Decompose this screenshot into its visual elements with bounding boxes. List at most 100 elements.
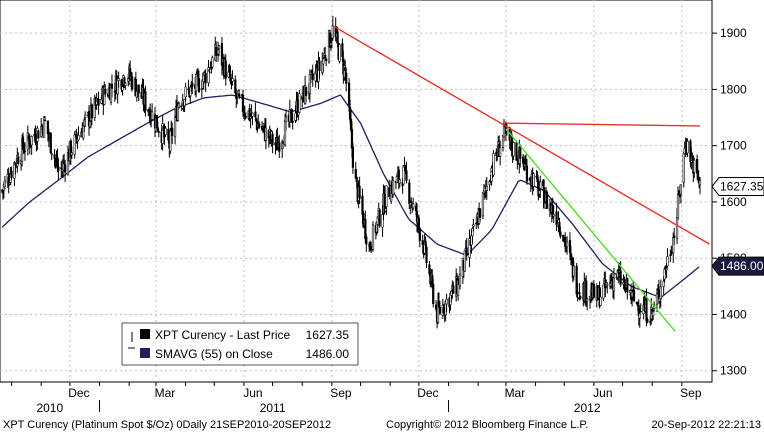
candle-body [525, 165, 529, 182]
candle-body [322, 58, 325, 65]
y-tick-label: 1700 [720, 139, 747, 153]
candle-body [358, 185, 361, 199]
candle-body [144, 91, 147, 111]
y-tick-label: 1300 [720, 364, 747, 378]
candle-body [124, 82, 127, 86]
candle-body [402, 165, 405, 185]
candle-body [278, 142, 281, 152]
legend: XPT Curency - Last Price 1627.35 SMAVG (… [121, 322, 359, 366]
legend-swatch-sma [140, 348, 150, 358]
candle-body [512, 141, 515, 157]
candle-body [42, 117, 46, 138]
candle-body [110, 83, 114, 89]
candle-body [452, 285, 455, 294]
candle-body [258, 123, 261, 128]
y-tick-label: 1400 [720, 307, 747, 321]
candle-body [224, 60, 227, 79]
candle-body [77, 135, 80, 141]
x-axis: Dec Mar Jun Sep Dec Mar Jun Sep 2010 2011 2012 [11, 382, 702, 415]
candle-body [626, 278, 629, 293]
candle-body [665, 268, 668, 271]
candle-body [410, 201, 413, 204]
candle-body [234, 79, 237, 94]
candle-body [679, 184, 682, 195]
x-month-label: Dec [68, 386, 89, 400]
candle-body [405, 170, 408, 181]
trendline [505, 128, 676, 332]
candle-body [612, 277, 616, 292]
value-tags: 1627.35 1486.00 [711, 177, 764, 276]
candle-body [43, 119, 47, 122]
candle-body [53, 154, 56, 159]
x-month-label: Mar [505, 386, 526, 400]
footer-left: XPT Curency (Platinum Spot $/Oz) 0Daily … [3, 419, 331, 431]
candle-body [137, 84, 140, 94]
candle-body [37, 130, 40, 139]
candle-body [425, 246, 428, 263]
candle-body [164, 127, 167, 136]
candle-body [646, 319, 649, 323]
candle-body [167, 129, 170, 141]
legend-price-value: 1627.35 [306, 328, 350, 342]
candle-body [195, 73, 198, 92]
candle-body [639, 311, 642, 313]
candle-body [682, 152, 685, 183]
legend-box [121, 322, 359, 366]
candle-body [251, 112, 254, 117]
candle-body [666, 256, 669, 267]
candle-body [552, 214, 555, 217]
candle-body [418, 228, 421, 241]
candle-body [345, 72, 348, 84]
candle-body [331, 25, 334, 39]
candle-body [472, 224, 475, 227]
candle-body [381, 214, 384, 228]
candle-body [255, 118, 258, 122]
candle-body [207, 67, 210, 84]
candle-body [412, 203, 415, 209]
candle-body [652, 311, 655, 317]
y-axis: 1900180017001600150014001300 [712, 26, 747, 378]
candle-body [325, 58, 328, 62]
candle-body [231, 78, 234, 82]
candle-body [220, 43, 224, 66]
candle-body [241, 94, 245, 113]
x-month-label: Jun [243, 386, 262, 400]
candle-body [10, 170, 13, 178]
candle-body [545, 192, 549, 209]
candle-body [73, 134, 76, 155]
candle-body [324, 54, 327, 59]
candle-body [365, 236, 368, 245]
candle-body [149, 109, 152, 123]
candle-body [602, 284, 605, 299]
candle-body [97, 98, 100, 106]
candle-body [619, 270, 622, 285]
footer-right: 20-Sep-2012 22:21:13 [652, 419, 761, 431]
candle-body [311, 73, 314, 80]
candle-body [417, 217, 420, 229]
candle-body [70, 152, 73, 156]
candle-body [28, 140, 31, 148]
candle-body [485, 185, 488, 191]
candle-body [421, 240, 424, 245]
candle-body [318, 60, 321, 71]
candle-body [284, 116, 288, 122]
candle-body [465, 247, 468, 256]
trendline [332, 25, 710, 245]
candle-body [171, 127, 174, 136]
candle-body [173, 116, 177, 138]
x-month-label: Sep [330, 386, 352, 400]
candle-body [336, 31, 339, 43]
candle-body [90, 104, 93, 119]
legend-sma-value: 1486.00 [306, 347, 350, 361]
candle-body [468, 238, 471, 258]
candle-body [673, 235, 676, 239]
candle-body [17, 156, 20, 164]
candle-body [544, 202, 547, 209]
y-tick-label: 1600 [720, 195, 747, 209]
last-price-tag: 1627.35 [711, 177, 764, 197]
candle-body [445, 298, 448, 305]
candle-body [471, 228, 474, 237]
legend-sma-label: SMAVG (55) on Close [155, 347, 273, 361]
tag-value: 1627.35 [720, 180, 764, 194]
candle-body [572, 265, 575, 277]
